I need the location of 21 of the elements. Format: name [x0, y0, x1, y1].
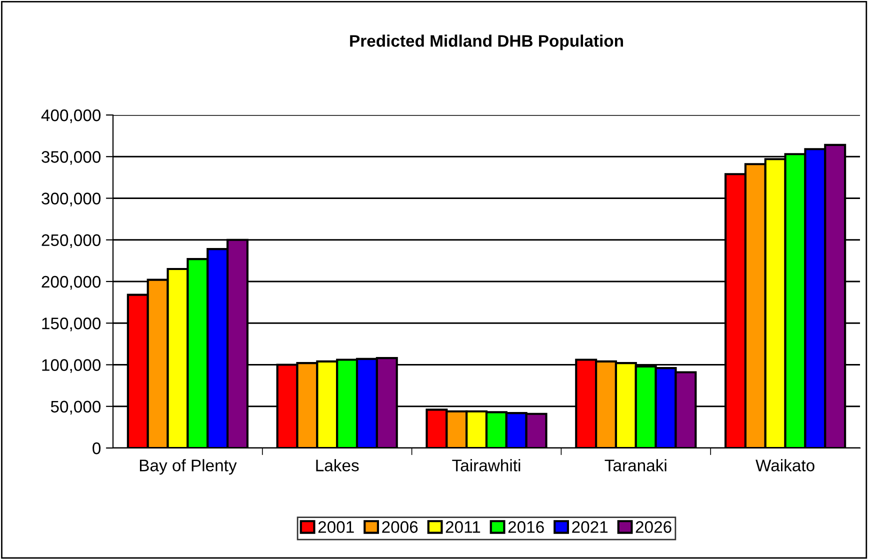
y-tick-label: 350,000 [42, 151, 101, 165]
y-tick-label: 200,000 [42, 276, 101, 290]
chart-title: Predicted Midland DHB Population [350, 34, 623, 50]
legend-label: 2011 [446, 521, 480, 533]
legend-label: 2001 [318, 521, 354, 533]
legend-label: 2021 [572, 521, 608, 533]
x-tick-label: Bay of Plenty [140, 459, 237, 475]
legend-label: 2016 [508, 521, 544, 533]
y-tick-label: 300,000 [42, 192, 101, 206]
legend-label: 2026 [636, 521, 672, 533]
y-tick-label: 150,000 [42, 318, 101, 332]
y-tick-label: 100,000 [42, 359, 101, 373]
x-tick-label: Lakes [316, 459, 359, 472]
y-tick-label: 50,000 [50, 400, 101, 415]
x-tick-label: Taranaki [604, 459, 666, 472]
y-tick-label: 400,000 [41, 109, 101, 124]
y-tick-label: 250,000 [42, 234, 101, 248]
x-tick-label: Waikato [756, 459, 814, 472]
y-tick-label: 0 [92, 442, 101, 454]
legend-label: 2006 [382, 521, 418, 533]
x-tick-label: Tairawhiti [452, 459, 520, 472]
